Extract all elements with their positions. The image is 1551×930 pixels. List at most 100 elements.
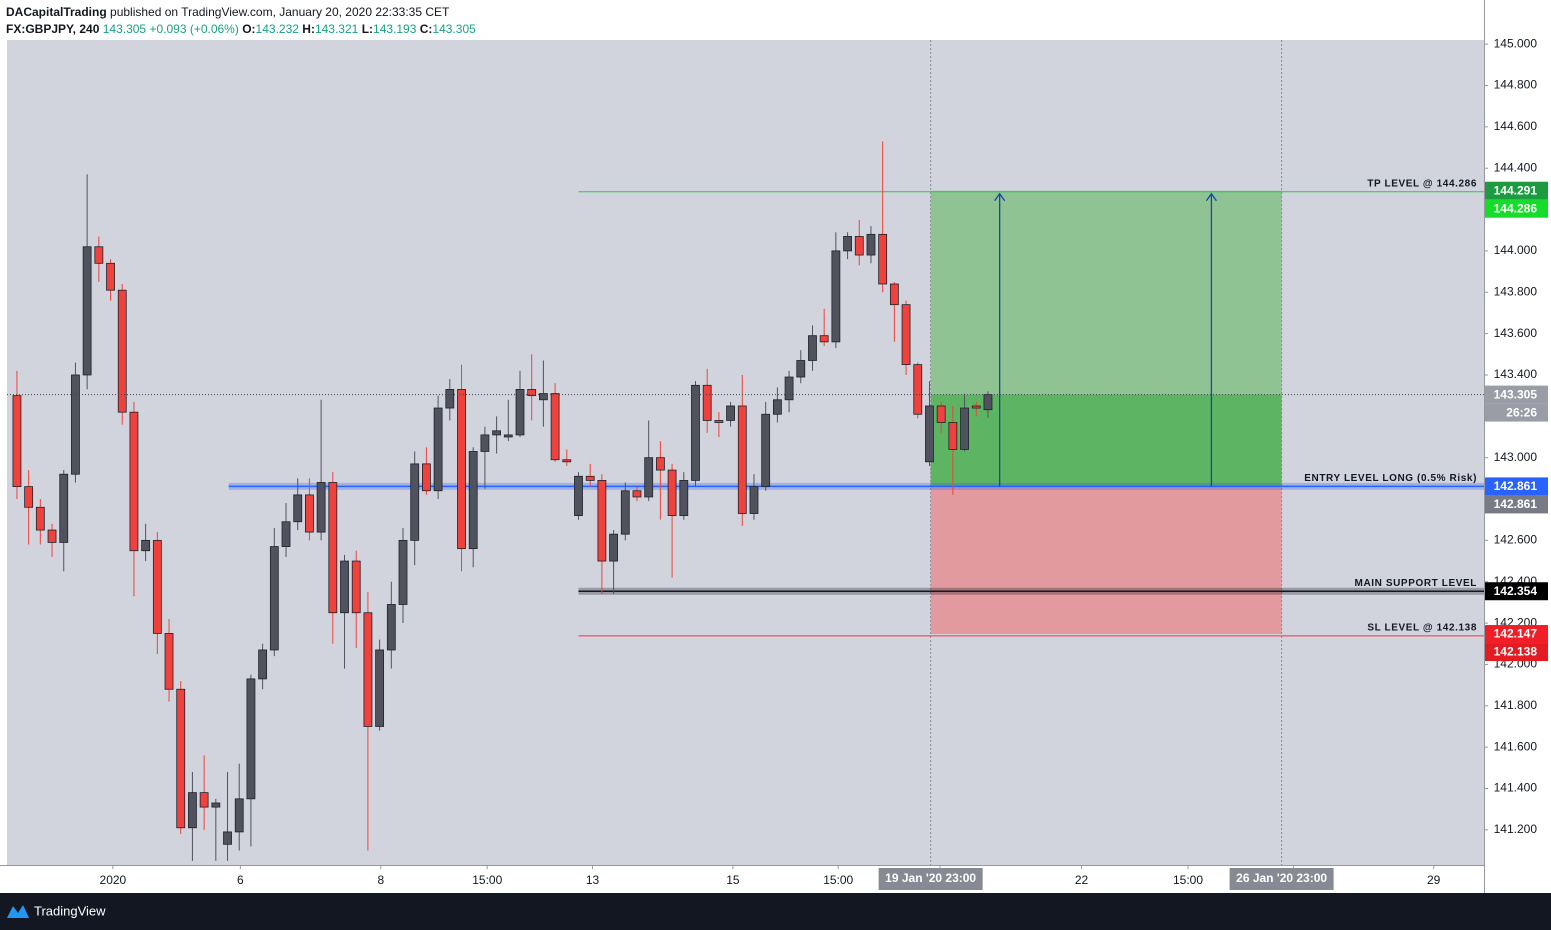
- candle-body: [901, 304, 911, 366]
- candle-body: [24, 486, 34, 508]
- candle-body: [106, 262, 115, 291]
- price-tag-label: 142.147: [1494, 627, 1538, 641]
- candle-body: [889, 283, 899, 306]
- candle-body: [550, 393, 560, 461]
- level-label: TP LEVEL @ 144.286: [1367, 178, 1477, 189]
- y-tick-label: 144.600: [1494, 119, 1538, 133]
- candle-body: [433, 407, 443, 492]
- y-tick-label: 144.000: [1494, 243, 1538, 257]
- x-tick-label: 13: [586, 873, 600, 887]
- ohlc-label: H:: [302, 22, 315, 36]
- candle-body: [234, 798, 244, 833]
- candle-body: [340, 560, 349, 614]
- y-tick-label: 141.200: [1494, 822, 1538, 836]
- published: published on TradingView.com, January 20…: [110, 5, 450, 19]
- candle-body: [749, 486, 759, 514]
- candle-body: [843, 236, 852, 252]
- price-tag: [1485, 199, 1548, 218]
- y-tick-label: 144.800: [1494, 78, 1538, 92]
- price-tag: [1485, 625, 1548, 644]
- symbol: FX:GBPJPY, 240: [6, 22, 100, 36]
- candle-body: [726, 405, 735, 421]
- candle-body: [94, 246, 104, 264]
- price-tag: [1485, 643, 1548, 662]
- candle-body: [12, 395, 22, 488]
- candle-body: [176, 688, 186, 829]
- candle-body: [971, 405, 981, 409]
- level-label: MAIN SUPPORT LEVEL: [1355, 578, 1477, 589]
- y-tick-label: 143.000: [1494, 450, 1538, 464]
- arrow: [1205, 192, 1217, 487]
- candle-body: [351, 560, 361, 614]
- candle-body: [691, 384, 700, 481]
- candle-body: [164, 633, 174, 690]
- candle-body: [480, 434, 490, 452]
- change: +0.093 (+0.06%): [149, 22, 239, 36]
- candle-body: [211, 802, 221, 808]
- candle-body: [328, 482, 338, 614]
- candle-body: [82, 246, 92, 376]
- x-tick-label: 15:00: [823, 873, 853, 887]
- ohlc-value: 143.305: [432, 22, 476, 36]
- ohlc-value: 143.321: [314, 22, 359, 36]
- ohlc-value: 143.193: [373, 22, 417, 36]
- ohlc-value: 143.232: [255, 22, 299, 36]
- price-tag-label: 144.286: [1494, 201, 1538, 215]
- y-tick-label: 141.800: [1494, 698, 1538, 712]
- ohlc-label: C:: [419, 22, 433, 36]
- candle-body: [667, 469, 677, 516]
- candle-body: [878, 233, 888, 285]
- header: DACapitalTrading published on TradingVie…: [6, 4, 476, 38]
- price-tag: [1485, 477, 1548, 496]
- y-tick-label: 142.600: [1494, 533, 1538, 547]
- candle-body: [386, 604, 396, 651]
- candle-body: [503, 434, 513, 438]
- profit-filled: [930, 394, 1282, 487]
- candle-body: [281, 521, 291, 547]
- candle-body: [655, 457, 665, 471]
- price-tag-label: 142.861: [1494, 497, 1538, 511]
- x-tick-label: 29: [1427, 873, 1441, 887]
- header-line: DACapitalTrading published on TradingVie…: [6, 4, 476, 21]
- arrow: [994, 192, 1006, 487]
- price-tag-label: 142.861: [1494, 479, 1538, 493]
- x-tick-label: 15:00: [1173, 873, 1203, 887]
- candle-body: [468, 451, 478, 550]
- candle-body: [948, 422, 958, 450]
- candle-body: [269, 546, 279, 651]
- candle-body: [129, 411, 139, 552]
- ohlc-label: O:: [242, 22, 256, 36]
- candle-body: [772, 399, 782, 415]
- candle-body: [71, 374, 80, 475]
- candle-body: [246, 678, 256, 800]
- candle-body: [152, 539, 162, 634]
- candle-body: [831, 250, 841, 343]
- footer-brand: TradingView: [34, 903, 106, 918]
- candle-body: [936, 405, 946, 423]
- candle-body: [796, 360, 806, 378]
- candle-body: [808, 335, 817, 361]
- candle-body: [562, 459, 572, 463]
- y-tick-label: 143.800: [1494, 284, 1538, 298]
- price-tag: [1485, 582, 1548, 601]
- price-tag: [1485, 385, 1548, 404]
- level-label: ENTRY LEVEL LONG (0.5% Risk): [1304, 473, 1477, 484]
- candle-body: [141, 539, 151, 552]
- header-line: FX:GBPJPY, 240 143.305 +0.093 (+0.06%) O…: [6, 21, 476, 38]
- y-tick-label: 143.400: [1494, 367, 1538, 381]
- candle-body: [925, 405, 934, 463]
- y-tick-label: 144.400: [1494, 160, 1538, 174]
- candle-body: [983, 394, 993, 411]
- logo: [7, 905, 29, 918]
- price-tag-label: 26:26: [1506, 405, 1537, 419]
- level-label: SL LEVEL @ 142.138: [1367, 623, 1477, 634]
- candle-body: [305, 494, 314, 533]
- y-tick-label: 141.600: [1494, 739, 1538, 753]
- price-tag-label: 143.305: [1494, 387, 1538, 401]
- candle-body: [632, 490, 642, 498]
- candle-body: [117, 289, 127, 413]
- candle-body: [398, 539, 408, 605]
- candle-body: [527, 389, 537, 397]
